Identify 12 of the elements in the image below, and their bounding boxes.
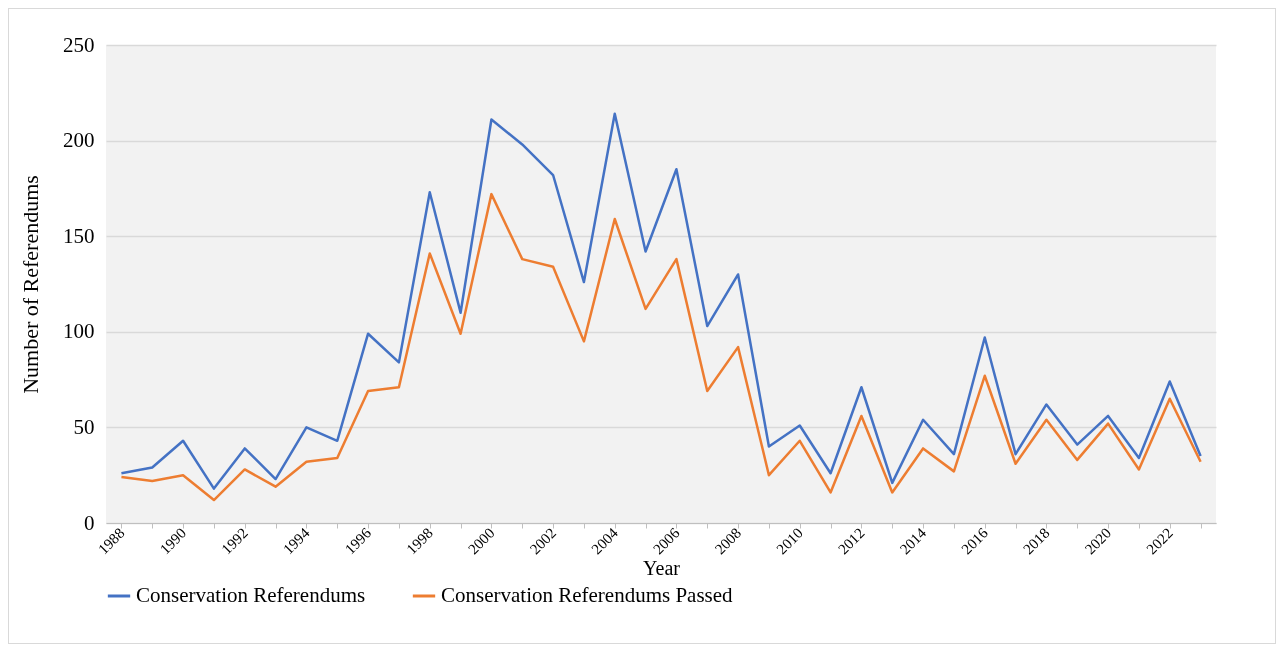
y-tick-label: 150 <box>63 223 95 248</box>
x-axis-title: Year <box>643 557 681 580</box>
line-series <box>120 112 1202 490</box>
legend-label: Conservation Referendums Passed <box>441 583 734 607</box>
y-axis-title: Number of Referendums <box>18 175 43 394</box>
y-tick-label: 250 <box>63 32 95 57</box>
legend-label: Conservation Referendums <box>136 583 366 607</box>
line-series <box>120 192 1202 502</box>
y-tick-label: 50 <box>73 414 95 439</box>
y-tick-label: 100 <box>63 319 95 344</box>
y-tick-label: 0 <box>84 510 95 535</box>
y-tick-label: 200 <box>63 128 95 153</box>
